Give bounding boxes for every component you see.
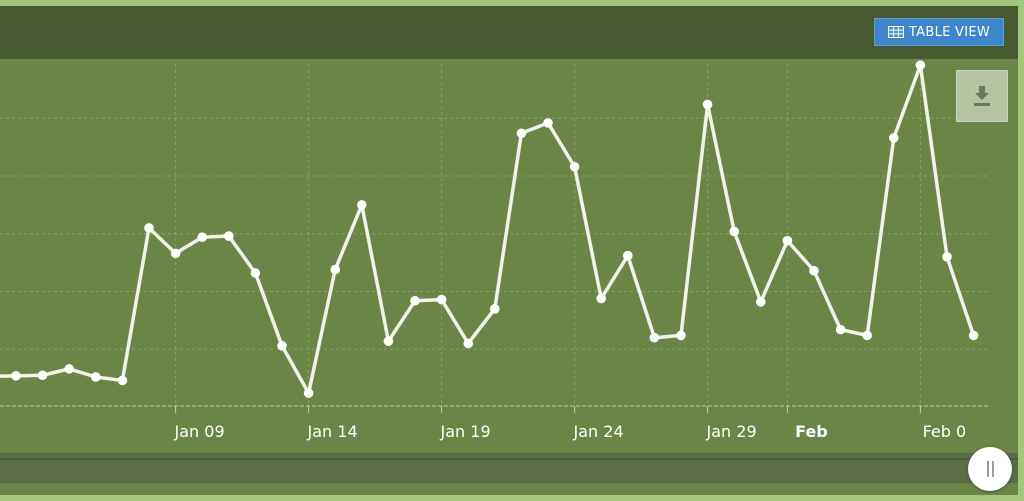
x-tick-label: Feb	[795, 422, 828, 441]
data-point[interactable]	[410, 295, 420, 306]
data-point[interactable]	[463, 338, 474, 349]
data-point[interactable]	[117, 375, 128, 386]
data-point[interactable]	[543, 118, 553, 128]
data-point[interactable]	[809, 265, 819, 276]
x-tick-label: Jan 24	[573, 422, 624, 441]
download-button[interactable]	[956, 70, 1008, 122]
data-point[interactable]	[436, 294, 447, 305]
navigator-divider	[0, 458, 1018, 460]
data-point[interactable]	[702, 99, 713, 110]
data-point[interactable]	[224, 231, 234, 241]
data-point[interactable]	[250, 268, 261, 278]
data-point[interactable]	[862, 330, 872, 341]
table-view-label: TABLE VIEW	[908, 24, 991, 40]
data-point[interactable]	[37, 370, 48, 381]
x-tick-label: Jan 19	[440, 422, 491, 441]
data-point[interactable]	[729, 226, 739, 237]
data-point[interactable]	[11, 371, 21, 381]
download-icon	[974, 86, 990, 106]
data-point[interactable]	[835, 324, 846, 335]
x-tick-label: Feb 0	[923, 422, 967, 441]
chart-series	[0, 60, 979, 398]
data-point[interactable]	[91, 372, 101, 382]
table-icon	[887, 26, 904, 38]
data-point[interactable]	[756, 297, 766, 307]
data-point[interactable]	[357, 200, 367, 210]
x-tick-label: Jan 29	[706, 422, 757, 441]
data-point[interactable]	[170, 248, 181, 259]
series-line	[0, 63, 976, 395]
data-point[interactable]	[676, 330, 686, 341]
data-point[interactable]	[197, 232, 207, 243]
data-point[interactable]	[782, 235, 793, 246]
data-point[interactable]	[649, 332, 660, 343]
data-point[interactable]	[968, 330, 979, 341]
drag-handle-icon	[986, 461, 989, 477]
data-point[interactable]	[516, 128, 527, 139]
data-point[interactable]	[596, 293, 606, 304]
data-point[interactable]	[144, 223, 154, 233]
data-point[interactable]	[623, 250, 633, 261]
x-tick-label: Jan 09	[174, 422, 225, 441]
x-tick-label: Jan 14	[307, 422, 358, 441]
data-point[interactable]	[64, 364, 74, 374]
data-point[interactable]	[303, 388, 314, 398]
data-point[interactable]	[889, 133, 899, 143]
table-view-button[interactable]: TABLE VIEW	[874, 18, 1004, 46]
data-point[interactable]	[942, 252, 952, 262]
chart-grid	[0, 64, 990, 406]
chart-header-bar	[0, 6, 1018, 59]
data-point[interactable]	[569, 161, 580, 172]
data-point[interactable]	[277, 340, 287, 351]
data-point[interactable]	[383, 336, 394, 346]
data-point[interactable]	[915, 60, 926, 70]
data-point[interactable]	[330, 264, 341, 275]
navigator-handle[interactable]	[968, 447, 1012, 491]
data-point[interactable]	[490, 304, 500, 314]
